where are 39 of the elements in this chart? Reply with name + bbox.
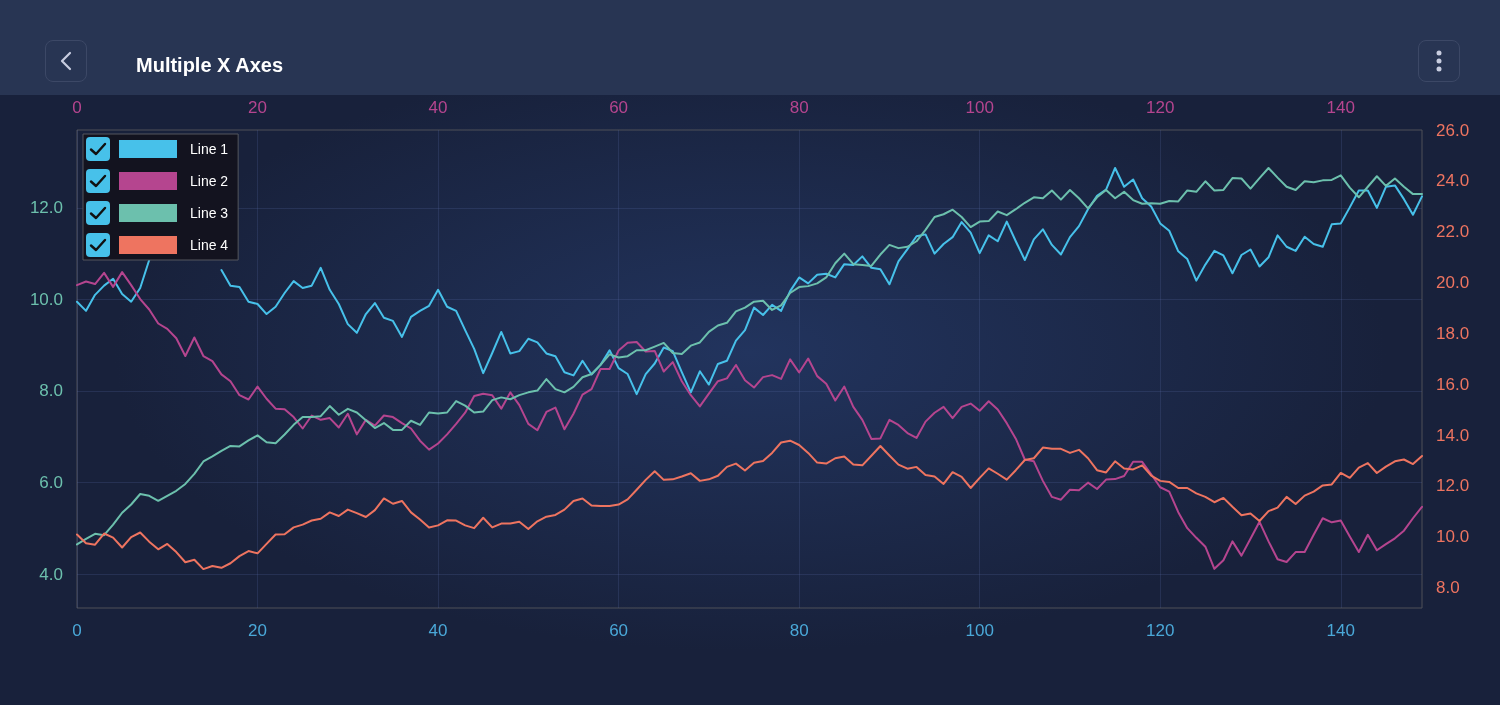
- x-tick-label: 40: [428, 621, 448, 640]
- y-tick-label: 6.0: [39, 473, 63, 493]
- line-series: [76, 271, 1423, 570]
- x-tick-label: 140: [1326, 621, 1355, 640]
- legend-label: Line 3: [190, 205, 229, 221]
- x2-tick-label: 40: [428, 98, 448, 117]
- y2-tick-label: 26.0: [1436, 120, 1470, 140]
- y2-tick-label: 22.0: [1436, 222, 1470, 242]
- x2-tick-label: 20: [248, 98, 267, 117]
- y2-tick-label: 16.0: [1436, 374, 1470, 394]
- x2-tick-label: 60: [609, 98, 629, 117]
- x2-tick-label: 0: [72, 98, 82, 117]
- chart-title: Multiple X Axes: [136, 54, 284, 76]
- x-tick-label: 80: [789, 621, 809, 640]
- x-tick-label: 60: [609, 621, 629, 640]
- y2-tick-label: 10.0: [1436, 527, 1470, 547]
- x-tick-label: 100: [965, 621, 994, 640]
- x-tick-label: 20: [248, 621, 267, 640]
- x2-tick-label: 140: [1326, 98, 1355, 117]
- y2-tick-label: 12.0: [1436, 476, 1470, 496]
- y2-tick-label: 18.0: [1436, 323, 1470, 343]
- y2-tick-label: 8.0: [1436, 578, 1460, 598]
- y2-tick-label: 14.0: [1436, 425, 1470, 445]
- legend-label: Line 1: [190, 141, 229, 157]
- x2-tick-label: 120: [1146, 98, 1175, 117]
- x-tick-label: 0: [72, 621, 82, 640]
- x2-tick-label: 100: [965, 98, 994, 117]
- y-tick-label: 8.0: [39, 381, 63, 401]
- x-tick-label: 120: [1146, 621, 1175, 640]
- x2-tick-label: 80: [789, 98, 809, 117]
- y-tick-label: 12.0: [29, 198, 63, 218]
- legend-label: Line 4: [190, 237, 229, 253]
- y-tick-label: 4.0: [39, 564, 63, 584]
- y-tick-label: 10.0: [29, 289, 63, 309]
- y2-tick-label: 20.0: [1436, 273, 1470, 293]
- legend-label: Line 2: [190, 173, 229, 189]
- line-series: [76, 439, 1423, 571]
- y2-tick-label: 24.0: [1436, 171, 1470, 191]
- line-series: [76, 167, 1423, 546]
